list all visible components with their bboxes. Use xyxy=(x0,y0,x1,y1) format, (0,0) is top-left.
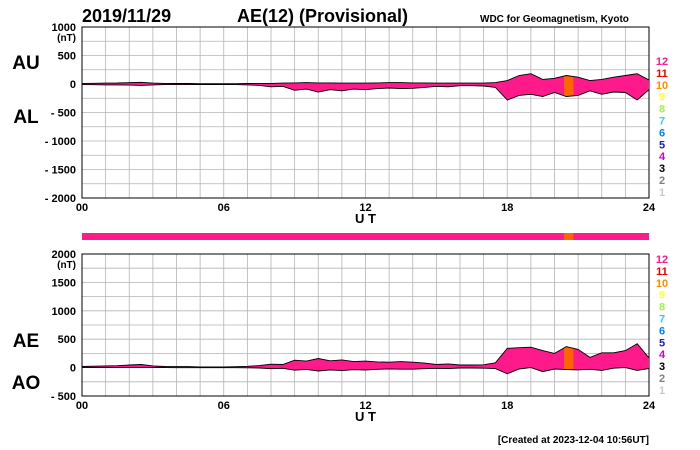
band-highlight xyxy=(564,347,574,370)
x-tick-label: 00 xyxy=(76,202,88,214)
legend-level-11: 11 xyxy=(656,68,668,80)
y-tick-label: - 500 xyxy=(51,108,76,120)
y-tick-label: 0 xyxy=(70,363,76,375)
series-line-al xyxy=(82,84,649,101)
series-label-ao: AO xyxy=(12,373,41,394)
legend-level-1: 1 xyxy=(659,385,665,397)
x-tick-label: 00 xyxy=(76,400,88,412)
legend-level-8: 8 xyxy=(659,302,665,314)
legend-level-12: 12 xyxy=(656,254,668,266)
x-axis-label: U T xyxy=(355,409,376,424)
y-tick-label: - 2000 xyxy=(45,193,76,205)
legend-level-2: 2 xyxy=(659,175,665,187)
chart-title: AE(12) (Provisional) xyxy=(237,6,408,26)
plot-frame xyxy=(81,253,650,397)
x-tick-label: 06 xyxy=(218,202,230,214)
series-line-ae xyxy=(82,343,649,368)
x-tick-label: 12 xyxy=(359,400,371,412)
band-fill xyxy=(82,73,649,100)
plot-frame xyxy=(81,26,650,199)
ae-ao-panel: 2000 1500 1000 500 0 - 500 (nT) 00 06 12 18 24 U T AE… xyxy=(12,249,656,424)
y-tick-label: - 500 xyxy=(51,391,76,403)
legend-level-12: 12 xyxy=(656,56,668,68)
legend-level-5: 5 xyxy=(659,139,665,151)
y-tick-label: 2000 xyxy=(52,249,76,261)
y-unit-label: (nT) xyxy=(57,260,76,271)
y-tick-label: 1000 xyxy=(52,306,76,318)
legend-level-1: 1 xyxy=(659,187,665,199)
date-title: 2019/11/29 xyxy=(82,6,171,26)
legend-level-8: 8 xyxy=(659,104,665,116)
x-axis-label: U T xyxy=(355,211,376,226)
legend-level-11: 11 xyxy=(656,266,668,278)
x-tick-label: 24 xyxy=(643,400,656,412)
x-tick-label: 18 xyxy=(501,400,513,412)
au-al-panel: 1000 500 0 - 500 - 1000 - 1500 - 2000 (nT) 00 06 1… xyxy=(12,22,656,226)
legend-level-4: 4 xyxy=(659,151,666,163)
series-label-au: AU xyxy=(12,53,39,74)
legend-level-3: 3 xyxy=(659,361,665,373)
legend-level-10: 10 xyxy=(656,80,668,92)
x-tick-label: 24 xyxy=(643,202,656,214)
legend-level-6: 6 xyxy=(659,127,665,139)
station-bar-fill xyxy=(82,233,649,240)
legend-level-6: 6 xyxy=(659,325,665,337)
series-label-ae: AE xyxy=(13,331,39,352)
y-tick-label: - 1500 xyxy=(45,165,76,177)
band-fill xyxy=(82,343,649,374)
legend-level-9: 9 xyxy=(659,92,665,104)
y-unit-label: (nT) xyxy=(57,33,76,44)
series-line-ao xyxy=(82,367,649,375)
legend-level-9: 9 xyxy=(659,290,665,302)
data-band xyxy=(82,343,649,375)
series-label-al: AL xyxy=(13,107,39,128)
x-tick-label: 18 xyxy=(501,202,513,214)
y-tick-label: 0 xyxy=(70,79,76,91)
legend-level-7: 7 xyxy=(659,314,665,326)
y-tick-label: 1000 xyxy=(52,22,76,34)
y-tick-label: - 1000 xyxy=(45,136,76,148)
legend-level-3: 3 xyxy=(659,163,665,175)
legend-level-7: 7 xyxy=(659,116,665,128)
data-band xyxy=(82,73,649,101)
x-tick-label: 12 xyxy=(359,202,371,214)
legend-level-10: 10 xyxy=(656,278,668,290)
band-highlight xyxy=(564,75,574,97)
created-label: [Created at 2023-12-04 10:56UT] xyxy=(498,435,649,446)
station-bar xyxy=(82,233,649,240)
station-bar-highlight xyxy=(563,233,574,240)
y-tick-label: 1500 xyxy=(52,277,76,289)
legend-level-5: 5 xyxy=(659,337,665,349)
y-tick-label: 500 xyxy=(58,51,76,63)
legend-level-4: 4 xyxy=(659,349,666,361)
source-label: WDC for Geomagnetism, Kyoto xyxy=(480,14,629,25)
series-line-au xyxy=(82,73,649,85)
y-tick-label: 500 xyxy=(58,334,76,346)
x-tick-label: 06 xyxy=(218,400,230,412)
legend-level-2: 2 xyxy=(659,373,665,385)
